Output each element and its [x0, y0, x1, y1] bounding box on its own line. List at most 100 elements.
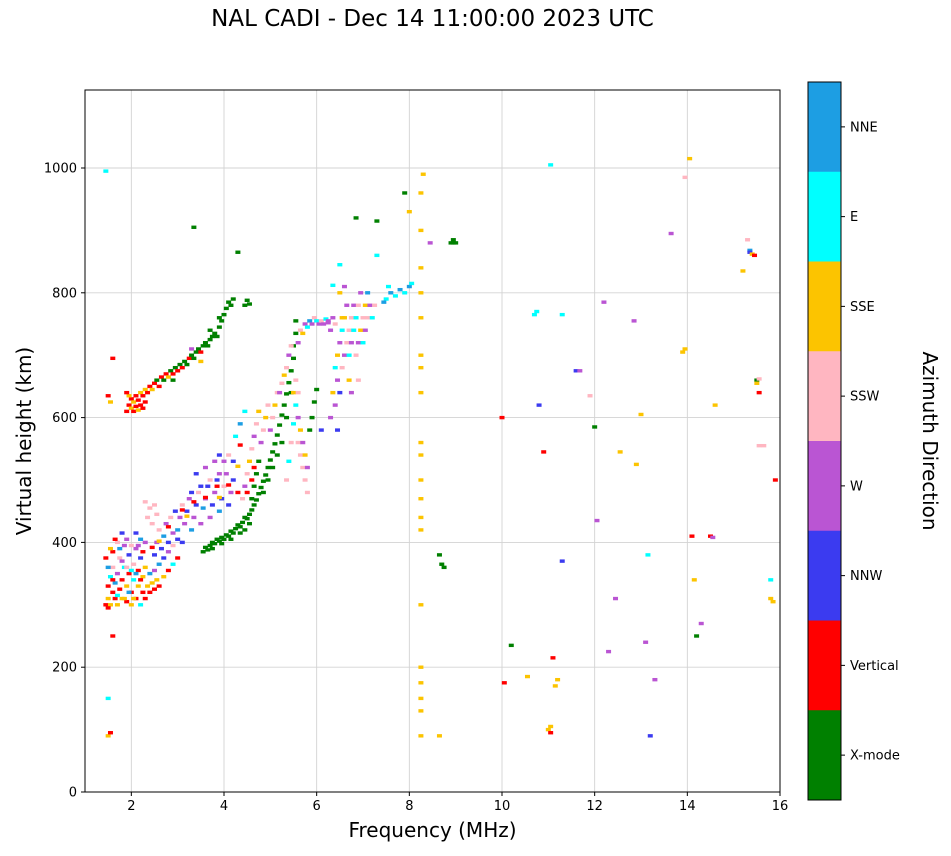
data-point-x-mode: [237, 531, 243, 535]
data-point-vertical: [152, 381, 157, 385]
data-point-vertical: [235, 490, 241, 495]
data-point-nnw: [230, 478, 236, 482]
data-point-x-mode: [168, 369, 174, 373]
data-point-x-mode: [253, 498, 259, 502]
data-point-w: [309, 322, 315, 326]
data-point-x-mode: [177, 362, 183, 367]
x-tick-label: 14: [679, 799, 696, 814]
data-point-w: [242, 484, 248, 488]
data-point-x-mode: [242, 303, 248, 307]
data-point-x-mode: [193, 350, 199, 354]
data-point-x-mode: [235, 250, 241, 254]
data-point-w: [341, 353, 347, 357]
data-point-x-mode: [191, 356, 197, 361]
data-point-x-mode: [258, 485, 264, 490]
data-point-x-mode: [205, 344, 211, 348]
data-point-vertical: [103, 603, 109, 607]
data-point-sse: [680, 350, 686, 354]
data-point-vertical: [179, 508, 185, 512]
data-point-ssw: [149, 521, 155, 526]
data-point-x-mode: [200, 550, 206, 554]
data-point-ssw: [372, 303, 378, 307]
data-point-e: [105, 696, 111, 701]
data-point-sse: [300, 331, 306, 336]
data-point-x-mode: [249, 497, 255, 501]
data-point-ssw: [318, 319, 324, 323]
data-point-ssw: [265, 403, 271, 407]
data-point-e: [409, 281, 415, 286]
data-point-sse: [754, 381, 760, 385]
data-point-w: [335, 378, 341, 382]
data-point-sse: [107, 603, 113, 607]
data-point-sse: [418, 291, 424, 295]
data-point-ssw: [745, 238, 751, 242]
data-point-sse: [418, 665, 424, 669]
data-point-e: [385, 284, 391, 289]
data-point-sse: [337, 291, 343, 295]
data-point-e: [383, 297, 389, 301]
data-point-vertical: [541, 450, 547, 454]
data-point-x-mode: [256, 492, 262, 496]
data-point-sse: [418, 478, 424, 482]
data-point-sse: [691, 578, 697, 582]
data-point-vertical: [186, 356, 192, 361]
data-point-sse: [633, 462, 639, 467]
data-point-nnw: [536, 403, 542, 407]
data-point-x-mode: [270, 450, 276, 454]
y-tick-label: 400: [52, 536, 77, 551]
x-tick-label: 10: [494, 799, 511, 814]
data-point-x-mode: [251, 484, 257, 488]
data-point-w: [332, 403, 338, 407]
data-point-vertical: [158, 375, 164, 379]
data-point-e: [107, 575, 113, 579]
data-point-w: [341, 284, 347, 289]
data-point-w: [427, 241, 433, 245]
data-point-w: [202, 465, 208, 470]
data-point-sse: [184, 514, 190, 518]
data-point-x-mode: [196, 347, 202, 351]
data-point-sse: [256, 409, 262, 414]
data-point-vertical: [124, 390, 130, 395]
data-point-sse: [216, 495, 222, 500]
data-point-ssw: [355, 303, 361, 307]
data-point-w: [710, 535, 716, 540]
data-point-ssw: [117, 556, 123, 560]
data-point-w: [698, 621, 704, 626]
colorbar-frame: [807, 81, 842, 801]
data-point-nnw: [318, 428, 324, 432]
data-point-nnw: [133, 531, 139, 535]
data-point-sse: [418, 191, 424, 195]
data-point-e: [534, 309, 540, 314]
data-point-ssw: [332, 322, 338, 326]
data-point-ssw: [131, 562, 137, 566]
data-point-vertical: [107, 731, 113, 735]
data-point-x-mode: [221, 537, 227, 541]
data-point-nnw: [184, 509, 190, 513]
data-point-vertical: [152, 587, 157, 591]
data-point-x-mode: [228, 303, 234, 307]
data-point-ssw: [293, 378, 299, 382]
data-point-w: [135, 543, 141, 548]
data-point-sse: [131, 596, 137, 601]
data-point-sse: [235, 464, 241, 468]
data-point-vertical: [214, 484, 220, 488]
data-point-vertical: [175, 369, 181, 373]
data-point-w: [221, 459, 227, 463]
data-point-vertical: [112, 596, 118, 601]
data-point-nne: [156, 562, 162, 566]
data-point-ssw: [756, 377, 762, 381]
data-point-sse: [145, 584, 151, 588]
data-point-x-mode: [265, 478, 271, 482]
data-point-ssw: [196, 490, 202, 495]
data-point-ssw: [297, 328, 303, 332]
data-point-x-mode: [228, 529, 234, 533]
data-point-vertical: [179, 365, 185, 370]
data-point-w: [631, 319, 637, 323]
data-point-sse: [135, 584, 141, 588]
data-point-x-mode: [242, 528, 248, 532]
data-point-x-mode: [279, 440, 285, 445]
data-point-nne: [117, 546, 123, 551]
data-point-sse: [418, 528, 424, 532]
data-point-w: [267, 428, 273, 432]
data-point-vertical: [119, 578, 125, 582]
